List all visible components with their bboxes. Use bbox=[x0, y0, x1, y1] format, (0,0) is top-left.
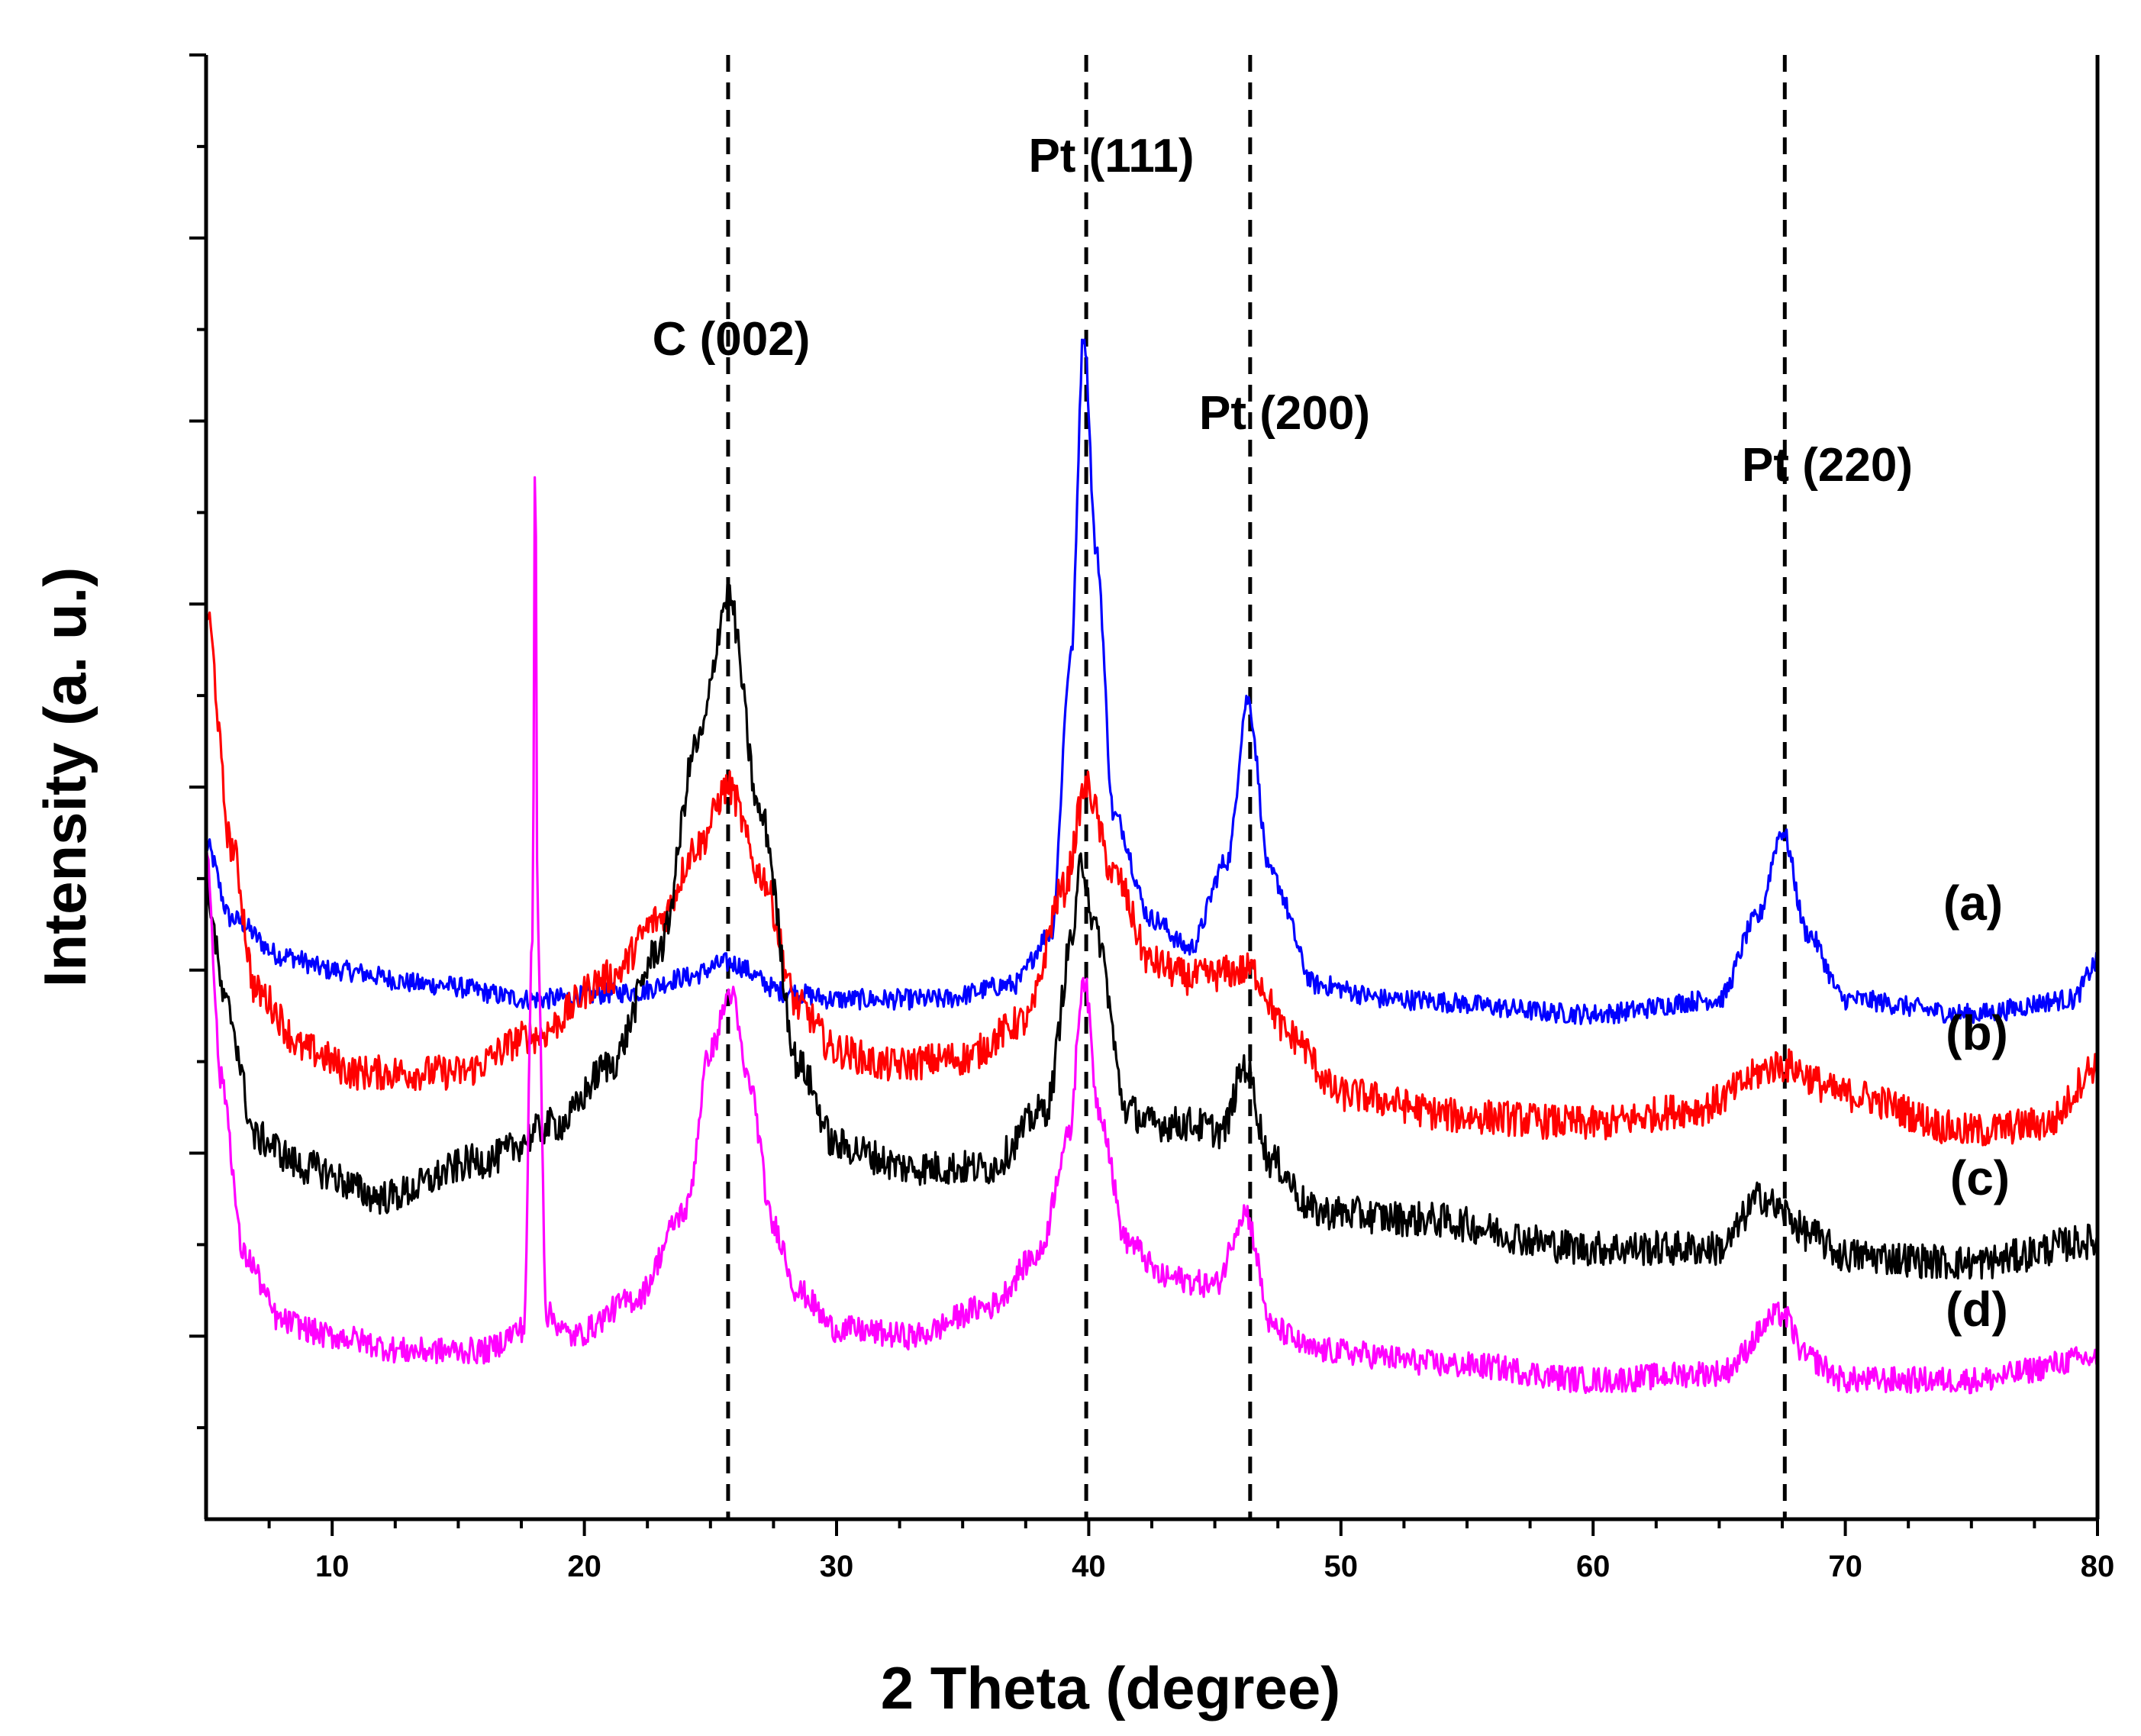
y-axis-title: Intensity (a. u.) bbox=[31, 567, 98, 987]
annotation-pt-111: Pt (111) bbox=[1028, 130, 1194, 182]
series-label-a: (a) bbox=[1943, 876, 2003, 931]
reference-lines bbox=[726, 55, 1787, 1519]
x-tick-label: 30 bbox=[820, 1550, 854, 1583]
x-tick-label: 70 bbox=[1828, 1550, 1862, 1583]
x-tick-label: 10 bbox=[315, 1550, 350, 1583]
series-label-d: (d) bbox=[1946, 1282, 2008, 1337]
series-line-0 bbox=[205, 338, 2099, 1026]
annotation-pt-200: Pt (200) bbox=[1199, 387, 1370, 440]
x-tick-label: 80 bbox=[2081, 1550, 2115, 1583]
series-label-c: (c) bbox=[1950, 1150, 2010, 1205]
x-tick-label: 40 bbox=[1072, 1550, 1106, 1583]
series-line-3 bbox=[205, 476, 2099, 1395]
series-label-b: (b) bbox=[1946, 1005, 2008, 1060]
axes: 10 20 30 40 50 60 70 80 bbox=[189, 53, 2115, 1583]
annotation-c-002: C (002) bbox=[653, 313, 811, 366]
series-line-1 bbox=[205, 611, 2099, 1147]
series-lines bbox=[205, 338, 2099, 1395]
x-tick-label: 60 bbox=[1576, 1550, 1611, 1583]
x-tick-label: 50 bbox=[1324, 1550, 1359, 1583]
series-line-2 bbox=[205, 583, 2099, 1280]
x-tick-label: 20 bbox=[567, 1550, 601, 1583]
annotation-pt-220: Pt (220) bbox=[1742, 439, 1913, 492]
x-axis-title: 2 Theta (degree) bbox=[881, 1654, 1340, 1721]
